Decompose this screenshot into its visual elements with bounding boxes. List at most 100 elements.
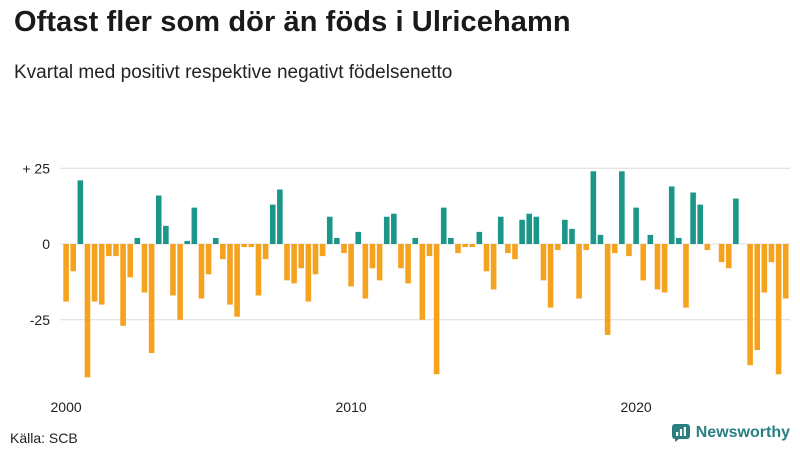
bar (540, 244, 547, 281)
bar (113, 244, 119, 257)
bar (590, 171, 597, 244)
brand-logo: Newsworthy (671, 424, 790, 442)
source-note: Källa: SCB (10, 430, 78, 446)
x-tick-label: 2010 (336, 399, 367, 415)
bar (576, 244, 582, 299)
bar (569, 228, 575, 244)
bar (106, 244, 112, 257)
bar (497, 216, 504, 244)
bar (782, 244, 789, 299)
bar (255, 244, 262, 296)
bar (505, 244, 511, 254)
y-tick-label: + 25 (22, 160, 50, 176)
bar (326, 216, 333, 244)
bar (241, 244, 248, 248)
bar (248, 244, 255, 248)
y-tick-label: -25 (30, 312, 50, 328)
bar (63, 244, 69, 302)
bar (676, 237, 682, 244)
bar (184, 240, 191, 244)
bar (98, 244, 105, 305)
bar (284, 244, 290, 281)
bar (405, 244, 411, 284)
bar (376, 244, 383, 281)
page-title: Oftast fler som dör än föds i Ulricehamn (14, 6, 571, 38)
bar (619, 171, 625, 244)
bar (234, 244, 240, 317)
bar (91, 244, 98, 302)
bar (611, 244, 618, 254)
bar (526, 213, 533, 244)
bar (547, 244, 554, 308)
bar (383, 216, 390, 244)
bar (305, 244, 312, 302)
bar (476, 231, 483, 244)
bar (754, 244, 761, 351)
bar (205, 244, 212, 275)
bar (683, 244, 689, 308)
bar (448, 237, 454, 244)
bar (426, 244, 433, 257)
y-tick-label: 0 (42, 236, 50, 252)
bar (697, 204, 704, 244)
bar (597, 234, 604, 244)
bar (120, 244, 126, 326)
bar (668, 186, 675, 244)
bar (440, 207, 447, 244)
x-tick-label: 2000 (51, 399, 82, 415)
bar (690, 192, 696, 244)
bar (391, 213, 397, 244)
bar (562, 219, 568, 244)
bar (490, 244, 497, 290)
bar (212, 237, 219, 244)
bar (533, 216, 540, 244)
bar (262, 244, 269, 260)
bar (768, 244, 775, 263)
bar (704, 244, 711, 251)
bar (725, 244, 732, 269)
bar (291, 244, 297, 284)
bar (155, 195, 162, 244)
bar (269, 204, 276, 244)
x-axis-ticks: 2000 2010 2020 (51, 399, 652, 415)
bar (733, 198, 739, 244)
bar (483, 244, 490, 272)
bar (604, 244, 611, 335)
bar (127, 244, 134, 278)
bar (191, 207, 198, 244)
y-axis-ticks: + 25 0 -25 (22, 160, 50, 328)
bar (455, 244, 461, 254)
bar (462, 244, 468, 248)
bar (77, 180, 84, 244)
bar (277, 189, 283, 244)
bar (654, 244, 661, 290)
bar (298, 244, 305, 269)
x-tick-label: 2020 (621, 399, 652, 415)
bar (362, 244, 369, 299)
bar (355, 231, 362, 244)
bar (398, 244, 404, 269)
bar (419, 244, 426, 320)
bar (640, 244, 647, 281)
bar (718, 244, 725, 263)
bar (227, 244, 233, 305)
bar (775, 244, 782, 375)
bar (512, 244, 518, 260)
bar (148, 244, 155, 354)
page-subtitle: Kvartal med positivt respektive negativt… (14, 62, 453, 83)
bar (70, 244, 77, 272)
bar (647, 234, 654, 244)
newsworthy-logo-icon (671, 424, 690, 442)
bar (334, 237, 340, 244)
bar (626, 244, 632, 257)
brand-name: Newsworthy (695, 424, 790, 441)
bar (633, 207, 639, 244)
bar (519, 219, 525, 244)
bar (554, 244, 561, 251)
bar (348, 244, 354, 287)
bar (198, 244, 205, 299)
bar (469, 244, 476, 248)
bar (141, 244, 148, 293)
bar (433, 244, 440, 375)
